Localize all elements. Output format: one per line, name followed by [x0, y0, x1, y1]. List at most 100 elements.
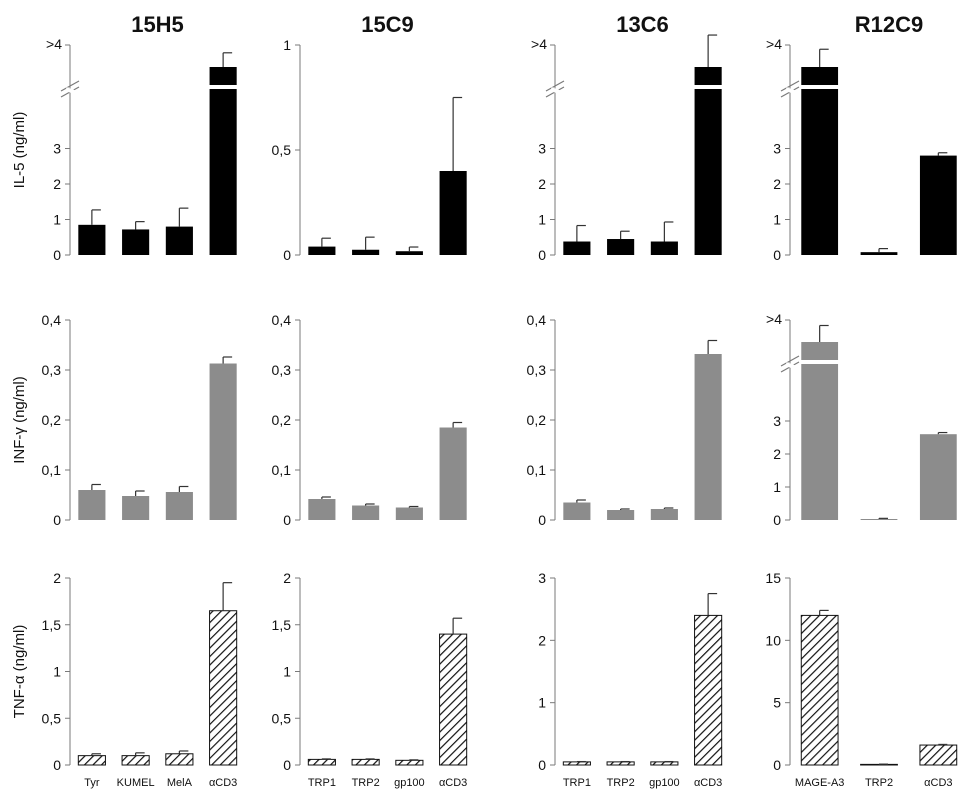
- y-tick-label: 0: [53, 247, 61, 263]
- bar: [210, 364, 237, 521]
- y-tick-label: 0,1: [527, 462, 547, 478]
- bar: [651, 242, 678, 255]
- y-tick-label: 0: [773, 247, 781, 263]
- y-tick-label: 1: [53, 212, 61, 228]
- bar: [563, 762, 590, 765]
- x-category-label: MAGE-A3: [795, 777, 845, 789]
- bar: [607, 762, 634, 765]
- y-tick-label: 0: [283, 757, 291, 773]
- y-tick-label: 0,4: [272, 312, 292, 328]
- y-tick-label: 2: [773, 176, 781, 192]
- bar: [861, 252, 898, 255]
- bar: [308, 759, 335, 765]
- y-tick-label: 3: [538, 570, 546, 586]
- bar: [166, 754, 193, 765]
- y-tick-label: 2: [773, 446, 781, 462]
- y-tick-label: 1: [773, 479, 781, 495]
- bar: [122, 496, 149, 520]
- y-tick-label: 0,2: [272, 412, 292, 428]
- y-tick-label: 0,3: [42, 362, 62, 378]
- panel-3: 0 1 2 3 >4 13C6: [531, 12, 723, 263]
- y-tick-label: 0,1: [272, 462, 292, 478]
- bar: [166, 227, 193, 255]
- y-tick-label: 2: [538, 632, 546, 648]
- x-category-label: αCD3: [924, 777, 952, 789]
- y-tick-label: 0,3: [527, 362, 547, 378]
- y-tick-label: 0: [283, 512, 291, 528]
- y-tick-label: 3: [773, 413, 781, 429]
- y-tick-label: 1: [283, 37, 291, 53]
- panel-8: 0123>4: [766, 311, 957, 528]
- y-tick-label: 3: [773, 141, 781, 157]
- y-tick-label: 3: [53, 141, 61, 157]
- y-tick-label: 0,4: [527, 312, 547, 328]
- x-category-label: αCD3: [439, 777, 467, 789]
- x-category-label: TRP2: [865, 777, 893, 789]
- x-category-label: gp100: [649, 777, 680, 789]
- y-tick-label: 2: [538, 176, 546, 192]
- y-tick-label: 5: [773, 695, 781, 711]
- bar: [396, 251, 423, 255]
- bar: [695, 67, 722, 255]
- y-tick-label: 1: [538, 212, 546, 228]
- axis-break-label: >4: [766, 36, 782, 52]
- panel-4: 0 1 2 3 >4 R12C9: [766, 12, 957, 263]
- y-tick-label: 1: [773, 212, 781, 228]
- panel-title: R12C9: [855, 12, 923, 37]
- bar: [308, 499, 335, 520]
- axis-break-label: >4: [766, 311, 782, 327]
- bar: [440, 428, 467, 521]
- bar: [920, 745, 957, 765]
- y-axis-label: INF-γ (ng/ml): [11, 376, 28, 464]
- x-category-label: KUMEL: [117, 777, 155, 789]
- panel-title: 13C6: [616, 12, 669, 37]
- y-axis-label: IL-5 (ng/ml): [11, 112, 28, 189]
- x-category-label: MelA: [167, 777, 193, 789]
- x-category-label: TRP2: [352, 777, 380, 789]
- bar: [352, 506, 379, 521]
- axis-break-gap: [786, 89, 794, 92]
- bar: [440, 634, 467, 765]
- y-tick-label: 2: [53, 176, 61, 192]
- bar: [563, 242, 590, 255]
- bar: [801, 67, 838, 255]
- axis-break-gap: [551, 89, 559, 92]
- bar: [308, 247, 335, 255]
- bar: [607, 510, 634, 520]
- y-tick-label: 0,4: [42, 312, 62, 328]
- bar: [651, 509, 678, 520]
- bar: [352, 250, 379, 255]
- bar: [78, 225, 105, 255]
- y-tick-label: 0: [538, 757, 546, 773]
- bar: [166, 492, 193, 520]
- y-tick-label: 1: [283, 664, 291, 680]
- bar: [210, 611, 237, 765]
- y-tick-label: 0,5: [42, 710, 62, 726]
- panel-7: 00,10,20,30,4: [527, 312, 722, 528]
- bar: [695, 615, 722, 765]
- y-tick-label: 0,5: [272, 710, 292, 726]
- x-category-label: Tyr: [84, 777, 100, 789]
- panel-2: 00,5115C9: [272, 12, 467, 263]
- axis-break-label: >4: [531, 36, 547, 52]
- panel-9: 00,511,52Tyr KUMEL MelA αCD3TNF-α (ng/ml): [11, 570, 237, 789]
- y-tick-label: 2: [283, 570, 291, 586]
- y-tick-label: 0,5: [272, 142, 292, 158]
- bar: [651, 762, 678, 765]
- panel-title: 15C9: [361, 12, 414, 37]
- x-category-label: TRP1: [563, 777, 591, 789]
- bar: [122, 229, 149, 255]
- y-tick-label: 0: [773, 757, 781, 773]
- bar: [396, 760, 423, 765]
- y-tick-label: 0: [53, 757, 61, 773]
- y-tick-label: 0,2: [42, 412, 62, 428]
- bar: [78, 756, 105, 765]
- bar: [695, 354, 722, 520]
- y-tick-label: 3: [538, 141, 546, 157]
- y-tick-label: 10: [765, 632, 781, 648]
- bar: [210, 67, 237, 255]
- y-tick-label: 1: [53, 664, 61, 680]
- axis-break-label: >4: [46, 36, 62, 52]
- y-tick-label: 0: [538, 247, 546, 263]
- y-tick-label: 0,1: [42, 462, 62, 478]
